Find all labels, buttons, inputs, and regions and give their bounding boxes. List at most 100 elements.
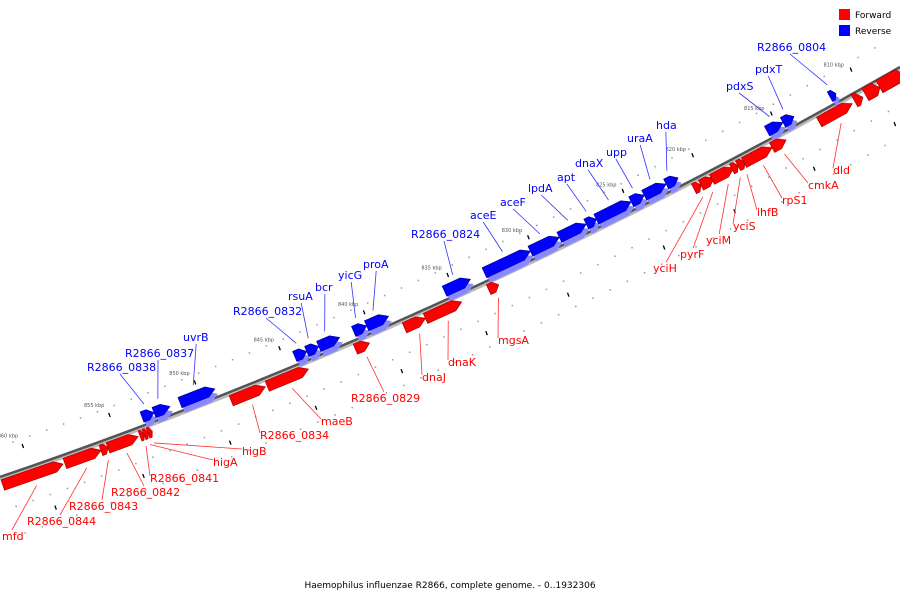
gene-label[interactable]: aceF — [500, 196, 526, 209]
gene-label[interactable]: hda — [656, 119, 677, 132]
gene-arrow[interactable] — [769, 138, 787, 153]
gene-label[interactable]: uvrB — [183, 331, 209, 344]
gene-label[interactable]: proA — [363, 258, 389, 271]
gene-R2866_0838[interactable] — [139, 409, 158, 428]
gene-yicG[interactable] — [351, 323, 370, 342]
gene-arrow[interactable] — [304, 343, 320, 357]
gene-arrow[interactable] — [139, 409, 155, 423]
gene-arrow[interactable] — [583, 216, 597, 230]
gene-label[interactable]: aceE — [470, 209, 497, 222]
gene-aceE[interactable] — [481, 249, 534, 283]
gene-label[interactable]: dnaJ — [422, 371, 446, 384]
gene-pyrF[interactable] — [697, 176, 715, 191]
gene-apt[interactable] — [583, 216, 600, 234]
gene-label[interactable]: yicG — [338, 269, 362, 282]
gene-dnaJ[interactable] — [401, 316, 427, 334]
gene-arrow[interactable] — [151, 404, 171, 419]
gene-label[interactable]: R2866_0824 — [411, 228, 480, 241]
gene-proA[interactable] — [364, 314, 392, 336]
gene-label[interactable]: R2866_0838 — [87, 361, 156, 374]
gene-arrow[interactable] — [0, 461, 64, 491]
gene-arrow[interactable] — [137, 429, 145, 442]
gene-arrow[interactable] — [62, 447, 102, 470]
gene-arrow[interactable] — [441, 277, 471, 297]
gene-dld[interactable] — [816, 102, 853, 128]
gene-upp[interactable] — [628, 193, 648, 212]
gene-lpdA[interactable] — [556, 222, 590, 247]
gene-arrow[interactable] — [316, 335, 341, 352]
gene-pdxT[interactable] — [779, 114, 798, 132]
gene-arrow-unlabeled[interactable] — [850, 92, 864, 108]
gene-arrow[interactable] — [641, 182, 667, 201]
gene-label[interactable]: R2866_0832 — [233, 305, 302, 318]
gene-label[interactable]: pdxS — [726, 80, 753, 93]
gene-arrow[interactable] — [481, 249, 531, 279]
gene-label[interactable]: higB — [242, 445, 267, 458]
gene-yciM[interactable] — [708, 166, 735, 185]
gene-arrow[interactable] — [816, 103, 853, 128]
gene-R2866_0832[interactable] — [292, 348, 310, 367]
gene-mgsA[interactable] — [485, 281, 500, 295]
gene-arrow[interactable] — [763, 121, 784, 137]
gene-label[interactable]: R2866_0843 — [69, 500, 138, 513]
gene-arrow[interactable] — [401, 316, 426, 334]
gene-label[interactable]: R2866_0844 — [27, 515, 96, 528]
gene-label[interactable]: higA — [213, 456, 238, 469]
gene-pdxS[interactable] — [763, 121, 787, 141]
gene-arrow[interactable] — [628, 193, 645, 208]
gene-label[interactable]: R2866_0829 — [351, 392, 420, 405]
gene-label[interactable]: mfd — [2, 530, 24, 543]
gene-label[interactable]: yciS — [733, 220, 756, 233]
gene-label[interactable]: R2866_0837 — [125, 347, 194, 360]
gene-R2866_0834[interactable] — [228, 384, 267, 407]
gene-label[interactable]: rpS1 — [782, 194, 808, 207]
gene-arrow[interactable] — [177, 386, 216, 409]
gene-aceF[interactable] — [527, 235, 563, 261]
gene-arrow[interactable] — [228, 384, 266, 407]
gene-label[interactable]: R2866_0834 — [260, 429, 329, 442]
gene-uraA[interactable] — [641, 182, 670, 205]
gene-arrow[interactable] — [708, 166, 735, 185]
gene-arrow[interactable] — [105, 434, 139, 454]
gene-hda[interactable] — [663, 175, 682, 194]
gene-label[interactable]: lpdA — [528, 182, 553, 195]
gene-label[interactable]: dld — [833, 164, 850, 177]
gene-label[interactable]: cmkA — [808, 179, 839, 192]
gene-rpS1[interactable] — [740, 146, 773, 168]
gene-yciS[interactable] — [728, 161, 739, 175]
gene-label[interactable]: bcr — [315, 281, 333, 294]
gene-higB[interactable] — [145, 426, 153, 439]
gene-uvrB[interactable] — [177, 386, 218, 413]
gene-arrow[interactable] — [697, 176, 715, 191]
gene-dnaX[interactable] — [593, 200, 635, 229]
gene-R2866_0829[interactable] — [352, 340, 371, 355]
gene-arrow[interactable] — [556, 222, 587, 243]
gene-label[interactable]: pdxT — [755, 63, 782, 76]
gene-label[interactable]: pyrF — [680, 248, 704, 261]
gene-label[interactable]: yciM — [706, 234, 731, 247]
gene-arrow[interactable] — [826, 89, 837, 102]
gene-arrow[interactable] — [485, 281, 499, 295]
gene-label[interactable]: ihfB — [757, 206, 778, 219]
gene-arrow[interactable] — [734, 158, 746, 172]
gene-arrow[interactable] — [422, 300, 463, 324]
gene-arrow[interactable] — [351, 323, 368, 337]
gene-mfd[interactable] — [0, 461, 64, 491]
gene-dnaK[interactable] — [422, 300, 463, 324]
gene-label[interactable]: upp — [606, 146, 627, 159]
gene-maeB[interactable] — [264, 366, 310, 392]
gene-label[interactable]: dnaK — [448, 356, 477, 369]
gene-arrow[interactable] — [292, 348, 308, 362]
gene-bcr[interactable] — [316, 335, 343, 357]
gene-label[interactable]: dnaX — [575, 157, 604, 170]
gene-arrow[interactable] — [728, 162, 739, 175]
gene-arrow[interactable] — [779, 114, 795, 128]
gene-arrow[interactable] — [593, 200, 632, 225]
gene-label[interactable]: uraA — [627, 132, 653, 145]
gene-arrow[interactable] — [141, 428, 149, 440]
gene-label[interactable]: yciH — [653, 262, 677, 275]
gene-label[interactable]: R2866_0842 — [111, 486, 180, 499]
gene-R2866_0837[interactable] — [151, 404, 174, 423]
gene-R2866_0824[interactable] — [441, 277, 474, 301]
gene-R2866_0843[interactable] — [98, 443, 109, 456]
